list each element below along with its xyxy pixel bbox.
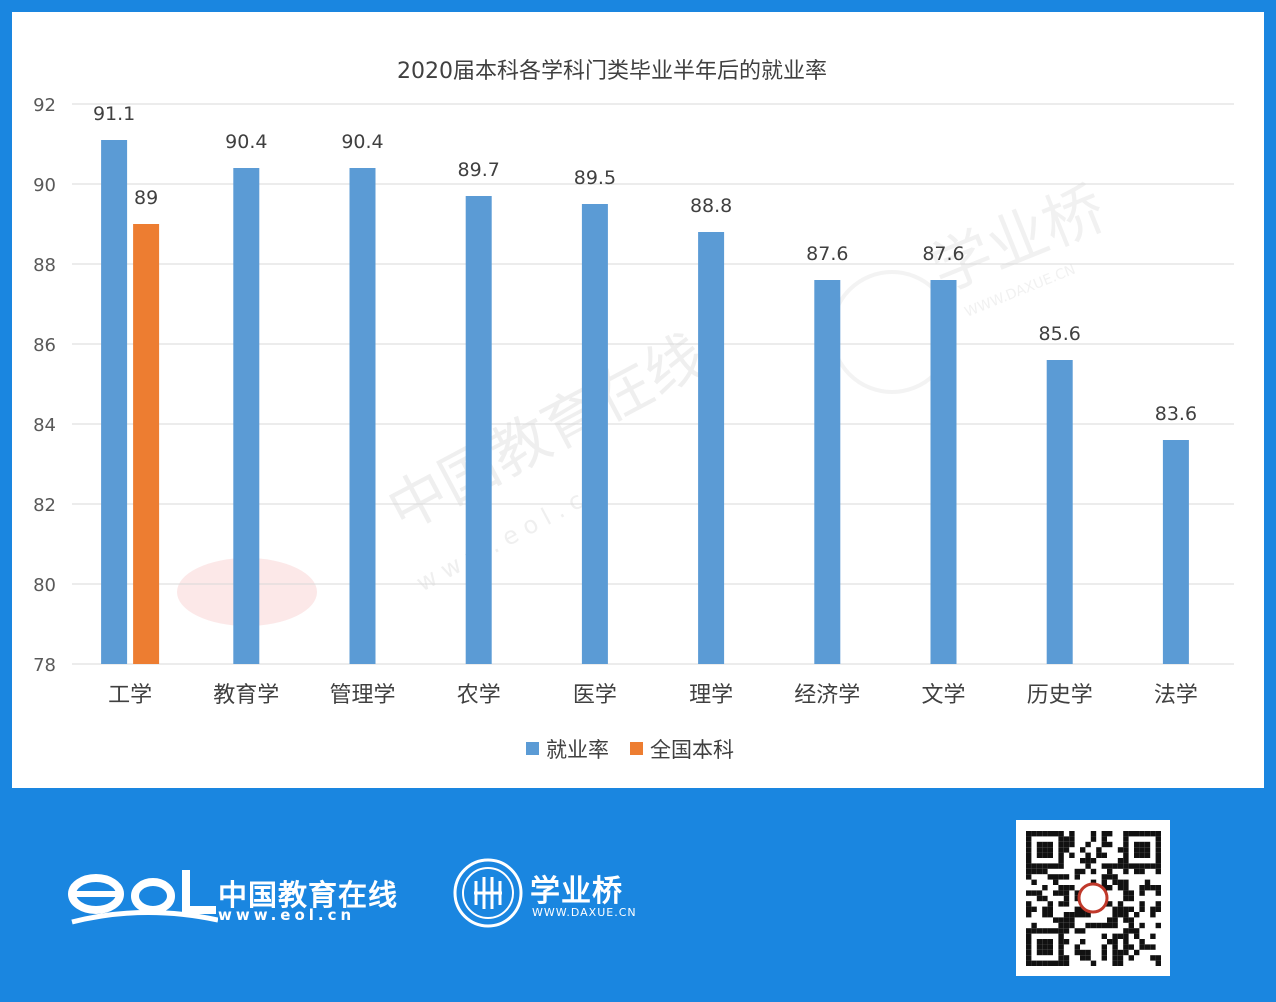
bars (101, 140, 1189, 664)
qr-code-frame (1016, 820, 1170, 976)
eol-brand-name: 中国教育在线 (218, 878, 399, 912)
bar-employment-rate (233, 168, 260, 664)
eol-logo-icon (68, 870, 218, 925)
data-label: 91.1 (93, 103, 135, 125)
legend-swatch (526, 742, 539, 755)
data-label: 89.5 (574, 167, 616, 189)
y-tick-label: 80 (33, 575, 56, 596)
data-label: 87.6 (806, 243, 848, 265)
qr-code-icon (1026, 831, 1161, 966)
y-tick-label: 78 (33, 655, 56, 676)
x-axis: 工学 教育学 管理学 农学 医学 理学 经济学 文学 历史学 法学 (108, 683, 1198, 708)
xyq-brand-name: 学业桥 (530, 874, 623, 909)
x-tick-label: 农学 (457, 683, 501, 708)
bar-employment-rate (349, 168, 376, 664)
chart-title: 2020届本科各学科门类毕业半年后的就业率 (397, 59, 827, 84)
x-tick-label: 管理学 (329, 683, 395, 708)
x-tick-label: 教育学 (213, 683, 279, 708)
chart: 中国教育在线 w w w . e o l . c n 学业桥 WWW.DAXUE… (33, 59, 1234, 762)
eol-brand-url: www.eol.cn (218, 906, 356, 924)
xueyeqiao-seal-icon (453, 858, 523, 928)
bar-employment-rate (581, 204, 608, 664)
y-tick-label: 82 (33, 495, 56, 516)
data-label: 88.8 (690, 195, 732, 217)
bar-employment-rate (465, 196, 492, 664)
y-tick-label: 84 (33, 415, 56, 436)
x-tick-label: 文学 (921, 683, 965, 708)
bar-employment-rate (698, 232, 725, 664)
data-labels: 91.1 89 90.4 90.4 89.7 89.5 88.8 87.6 87.6 85.6 83… (93, 103, 1197, 425)
xyq-brand-url: WWW.DAXUE.CN (532, 906, 637, 919)
legend: 就业率 全国本科 (526, 738, 734, 762)
x-tick-label: 经济学 (794, 683, 860, 708)
legend-label: 就业率 (546, 738, 609, 762)
bar-national-undergrad (133, 224, 160, 664)
y-tick-label: 92 (33, 95, 56, 116)
y-tick-label: 88 (33, 255, 56, 276)
x-tick-label: 理学 (689, 683, 733, 708)
legend-swatch (630, 742, 643, 755)
x-tick-label: 法学 (1154, 683, 1198, 708)
y-tick-label: 90 (33, 175, 56, 196)
bar-employment-rate (1162, 440, 1189, 664)
x-tick-label: 工学 (108, 683, 152, 708)
bar-employment-rate (814, 280, 841, 664)
y-axis: 78 80 82 84 86 88 90 92 (33, 95, 56, 676)
x-tick-label: 医学 (573, 683, 617, 708)
bar-employment-rate (930, 280, 957, 664)
data-label: 89.7 (458, 159, 500, 181)
y-tick-label: 86 (33, 335, 56, 356)
bar-employment-rate (1046, 360, 1073, 664)
x-tick-label: 历史学 (1027, 683, 1093, 708)
data-label: 90.4 (341, 131, 383, 153)
legend-label: 全国本科 (650, 738, 734, 762)
bar-employment-rate (101, 140, 128, 664)
data-label: 87.6 (922, 243, 964, 265)
watermark-group: 中国教育在线 w w w . e o l . c n 学业桥 WWW.DAXUE… (177, 174, 1115, 626)
data-label: 83.6 (1155, 403, 1197, 425)
data-label: 90.4 (225, 131, 267, 153)
data-label: 85.6 (1039, 323, 1081, 345)
data-label: 89 (134, 187, 158, 209)
gridlines (72, 103, 1234, 665)
